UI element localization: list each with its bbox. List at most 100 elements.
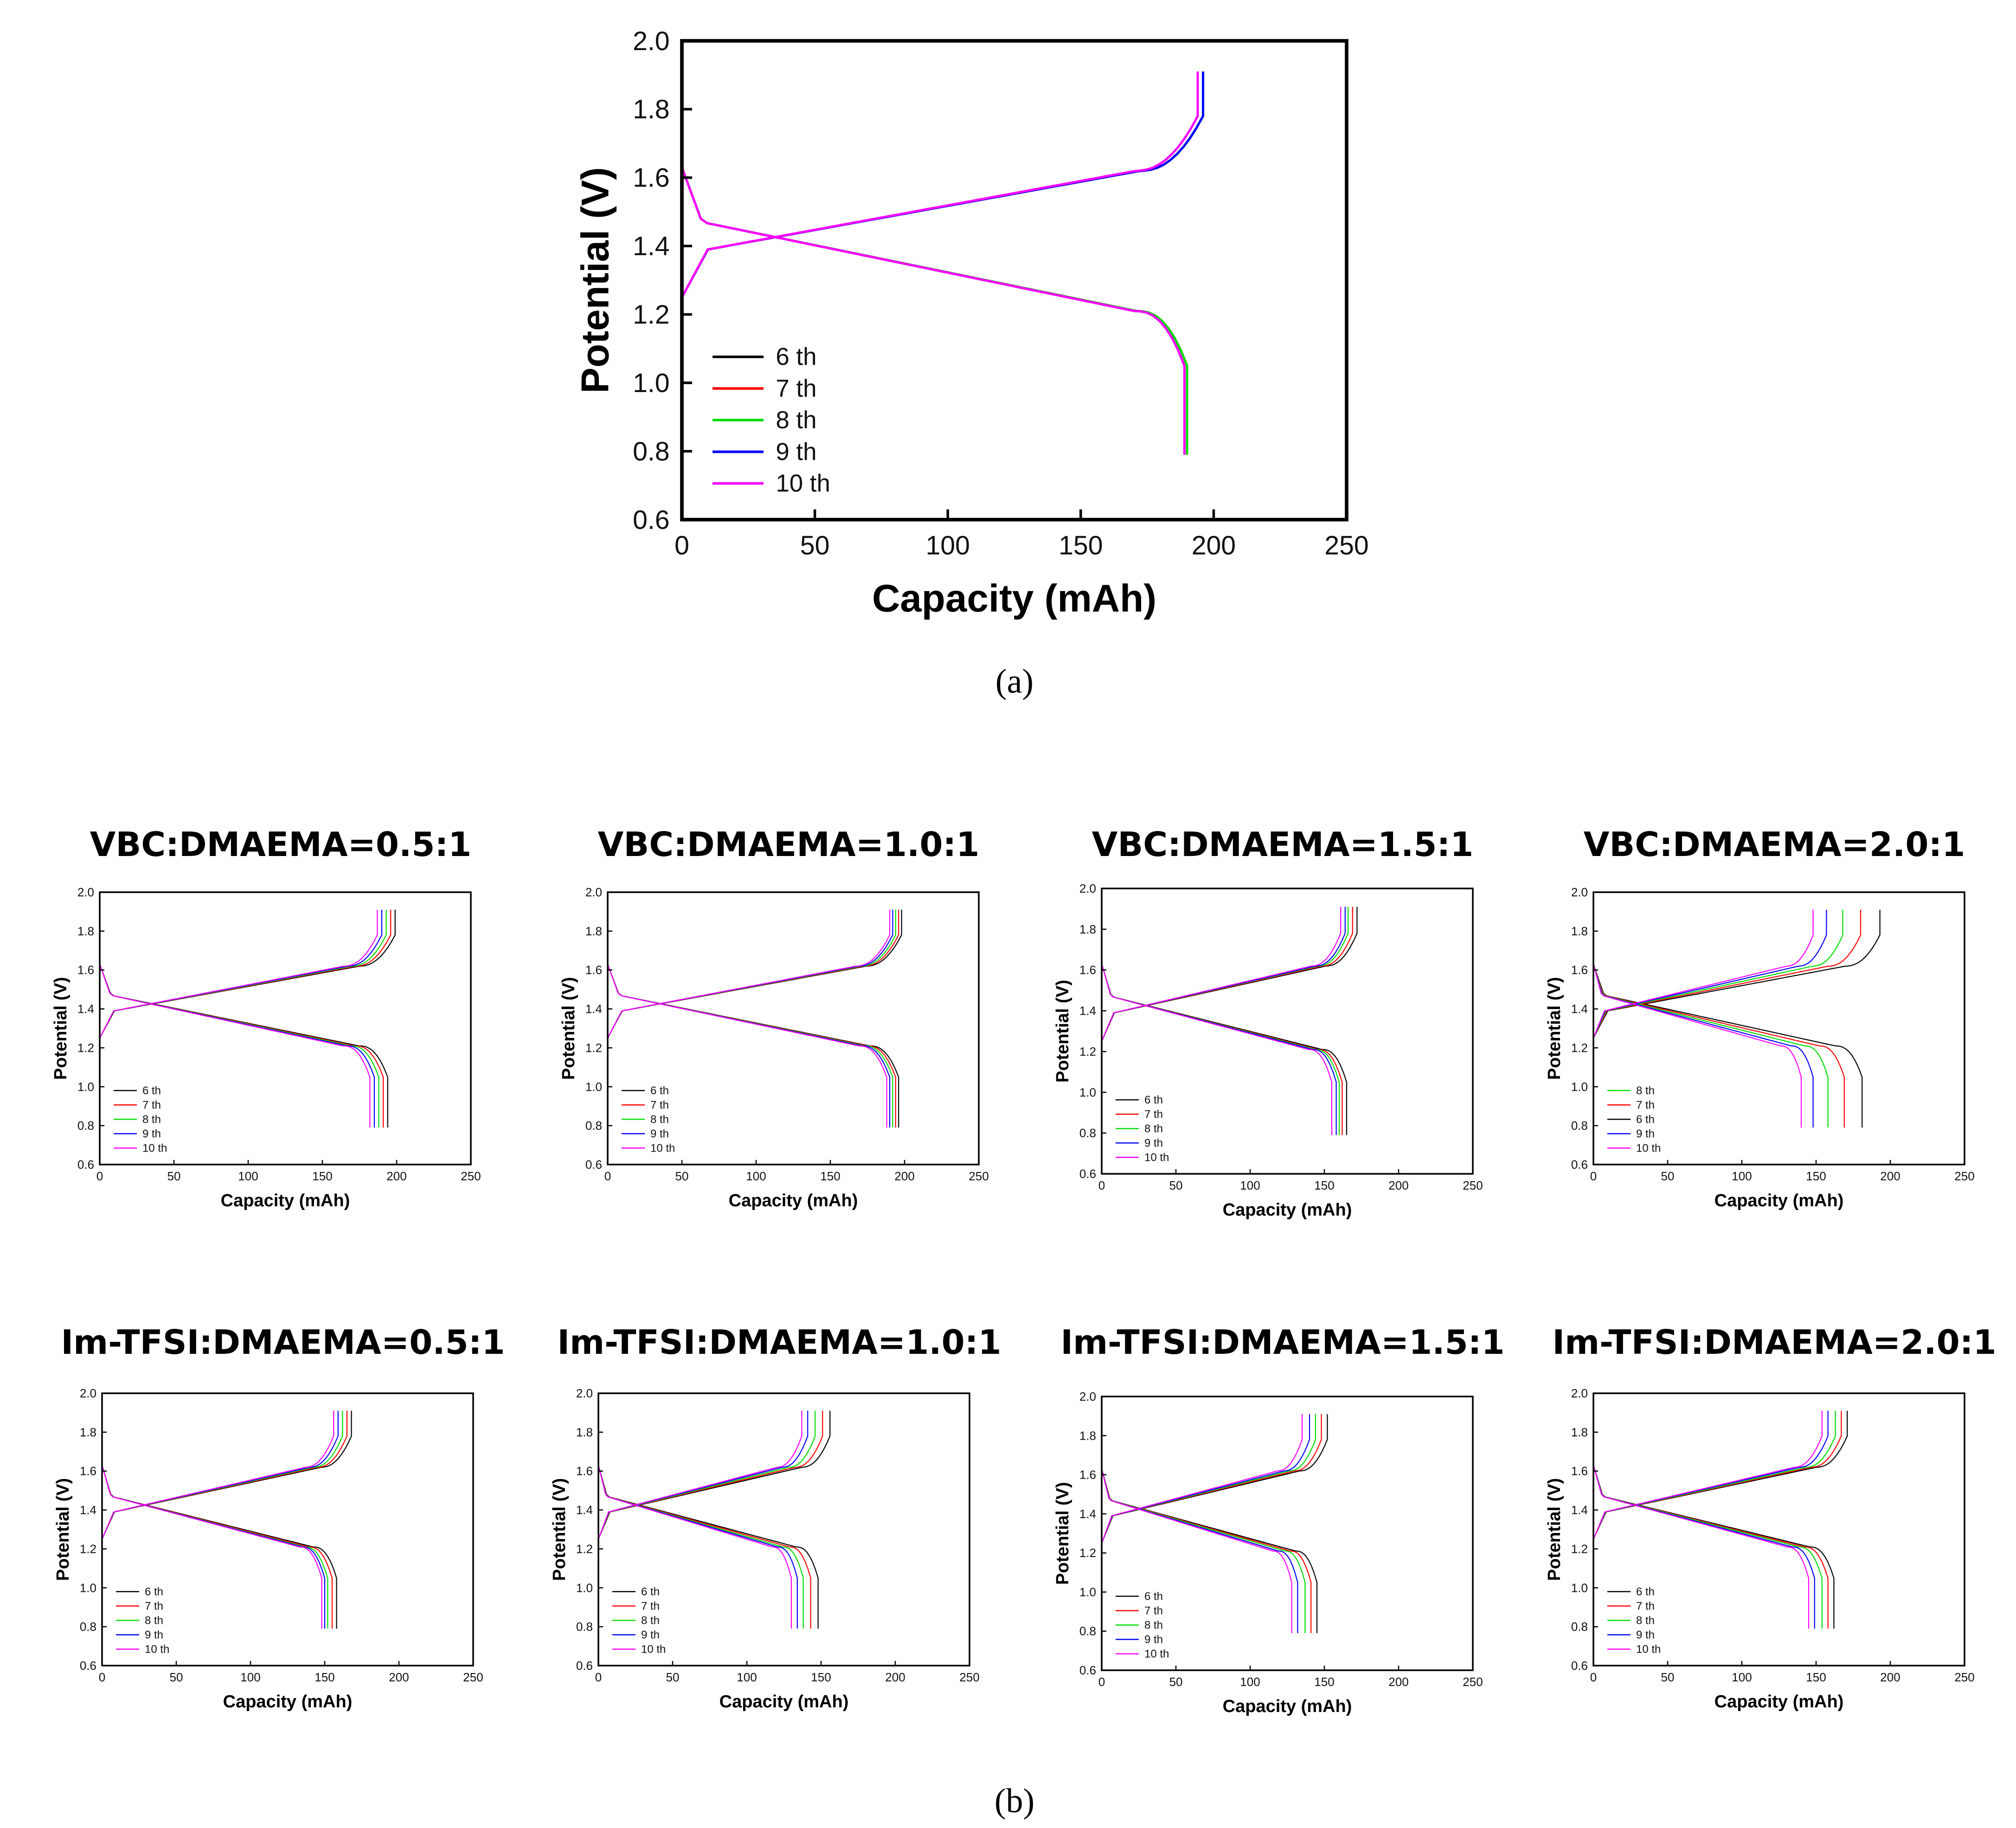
- y-tick-label: 1.2: [1079, 1546, 1096, 1560]
- y-tick-label: 1.8: [77, 924, 94, 938]
- x-tick-label: 50: [1661, 1670, 1675, 1684]
- x-tick-label: 0: [1098, 1178, 1105, 1192]
- y-tick-label: 0.6: [1079, 1663, 1096, 1677]
- x-tick-label: 200: [1388, 1178, 1408, 1192]
- y-tick-label: 1.6: [576, 1464, 593, 1478]
- y-tick-label: 0.6: [633, 505, 670, 535]
- x-tick-label: 100: [1732, 1670, 1752, 1684]
- y-tick-label: 1.8: [1571, 924, 1588, 938]
- y-tick-label: 0.6: [1571, 1158, 1588, 1171]
- y-tick-label: 0.8: [576, 1620, 593, 1634]
- x-tick-label: 250: [461, 1169, 481, 1183]
- discharge-curve-9th: [1592, 964, 1814, 1128]
- x-tick-label: 250: [463, 1670, 483, 1684]
- y-tick-label: 0.6: [585, 1158, 602, 1171]
- y-tick-label: 1.4: [77, 1002, 94, 1016]
- discharge-curve-10th: [99, 964, 371, 1128]
- discharge-curve-10th: [681, 167, 1186, 455]
- charge-curve-10th: [1592, 909, 1814, 1038]
- legend-label: 6 th: [641, 1586, 660, 1598]
- y-tick-label: 2.0: [576, 1386, 593, 1400]
- y-tick-label: 2.0: [633, 26, 670, 56]
- x-tick-label: 200: [1388, 1675, 1408, 1689]
- discharge-curve-10th: [101, 1465, 322, 1629]
- x-tick-label: 150: [820, 1169, 840, 1183]
- x-tick-label: 200: [1880, 1169, 1900, 1183]
- legend-label: 7 th: [1144, 1605, 1163, 1617]
- legend-label: 6 th: [776, 343, 816, 371]
- discharge-curve-10th: [1101, 1468, 1292, 1633]
- chart-title: VBC:DMAEMA=2.0:1: [1584, 825, 1965, 864]
- legend-label: 10 th: [1144, 1152, 1169, 1164]
- y-tick-label: 0.8: [633, 437, 670, 466]
- x-tick-label: 250: [1463, 1178, 1483, 1192]
- plot-frame: [1101, 1396, 1474, 1671]
- x-tick-label: 50: [675, 1169, 689, 1183]
- y-tick-label: 0.6: [1079, 1167, 1096, 1181]
- y-tick-label: 1.4: [633, 232, 670, 261]
- y-tick-label: 0.8: [585, 1119, 602, 1133]
- discharge-curve-10th: [1101, 964, 1333, 1135]
- y-tick-label: 0.8: [1571, 1620, 1588, 1634]
- x-tick-label: 0: [595, 1670, 602, 1684]
- plot-frame: [1592, 1392, 1965, 1667]
- chart-title: VBC:DMAEMA=1.0:1: [598, 825, 980, 864]
- y-tick-label: 1.2: [1571, 1041, 1588, 1055]
- x-tick-label: 250: [959, 1670, 979, 1684]
- plot-frame: [597, 1392, 970, 1667]
- legend-label: 6 th: [650, 1085, 669, 1097]
- y-tick-label: 1.2: [80, 1542, 96, 1556]
- x-tick-label: 50: [1169, 1675, 1183, 1689]
- y-tick-label: 1.4: [1079, 1507, 1096, 1521]
- x-tick-label: 50: [170, 1670, 183, 1684]
- legend-label: 6 th: [142, 1085, 161, 1097]
- x-tick-label: 150: [312, 1169, 332, 1183]
- legend-label: 8 th: [1636, 1085, 1655, 1097]
- charge-curve-10th: [1101, 1414, 1303, 1544]
- y-tick-label: 0.6: [1571, 1659, 1588, 1673]
- legend-label: 6 th: [145, 1586, 163, 1598]
- x-tick-label: 100: [1732, 1169, 1752, 1183]
- x-tick-label: 0: [96, 1169, 103, 1183]
- y-tick-label: 1.2: [1079, 1044, 1096, 1058]
- x-tick-label: 100: [240, 1670, 260, 1684]
- charge-curve-10th: [1592, 1410, 1823, 1539]
- legend-label: 7 th: [650, 1099, 669, 1112]
- legend-label: 9 th: [145, 1629, 163, 1641]
- x-axis-label: Capacity (mAh): [1714, 1191, 1844, 1210]
- x-tick-label: 200: [885, 1670, 905, 1684]
- chart-title: Im-TFSI:DMAEMA=1.5:1: [1060, 1323, 1504, 1362]
- y-axis-label: Potential (V): [1053, 1482, 1072, 1585]
- chart-title: Im-TFSI:DMAEMA=1.0:1: [557, 1323, 1001, 1362]
- x-tick-label: 250: [969, 1169, 989, 1183]
- y-tick-label: 1.8: [1079, 1429, 1096, 1442]
- charge-curve-10th: [607, 909, 891, 1039]
- y-tick-label: 1.4: [576, 1503, 593, 1517]
- charge-curve-10th: [1101, 907, 1342, 1042]
- legend-label: 9 th: [1636, 1629, 1655, 1641]
- y-tick-label: 1.2: [585, 1041, 602, 1055]
- legend-label: 10 th: [1636, 1643, 1661, 1656]
- y-tick-label: 1.4: [1571, 1002, 1588, 1016]
- x-tick-label: 50: [167, 1169, 181, 1183]
- legend-label: 6 th: [1144, 1590, 1163, 1603]
- y-axis-label: Potential (V): [1545, 1478, 1564, 1581]
- y-tick-label: 1.0: [633, 368, 670, 398]
- y-tick-label: 1.2: [1571, 1542, 1588, 1556]
- x-tick-label: 250: [1463, 1675, 1483, 1689]
- legend-label: 10 th: [641, 1643, 666, 1656]
- x-tick-label: 0: [99, 1670, 105, 1684]
- legend-label: 7 th: [1144, 1108, 1163, 1121]
- y-tick-label: 1.0: [1571, 1581, 1588, 1595]
- y-tick-label: 1.6: [1571, 1464, 1588, 1478]
- y-tick-label: 1.6: [633, 163, 670, 193]
- legend-label: 8 th: [650, 1114, 669, 1126]
- chart-b8: 0 50 100 150 200 250 0.6 0.8 1.0 1.2 1.4 1.6 1.8 2.0 C…: [1545, 1323, 1997, 1712]
- chart-b2: 0 50 100 150 200 250 0.6 0.8 1.0 1.2 1.4 1.6 1.8 2.0 C…: [559, 825, 989, 1210]
- discharge-curve-10th: [1592, 1465, 1810, 1629]
- x-tick-label: 50: [800, 531, 830, 560]
- chart-b3: 0 50 100 150 200 250 0.6 0.8 1.0 1.2 1.4 1.6 1.8 2.0 C…: [1053, 825, 1483, 1220]
- legend-label: 6 th: [1144, 1094, 1163, 1107]
- y-tick-label: 1.0: [1079, 1585, 1096, 1599]
